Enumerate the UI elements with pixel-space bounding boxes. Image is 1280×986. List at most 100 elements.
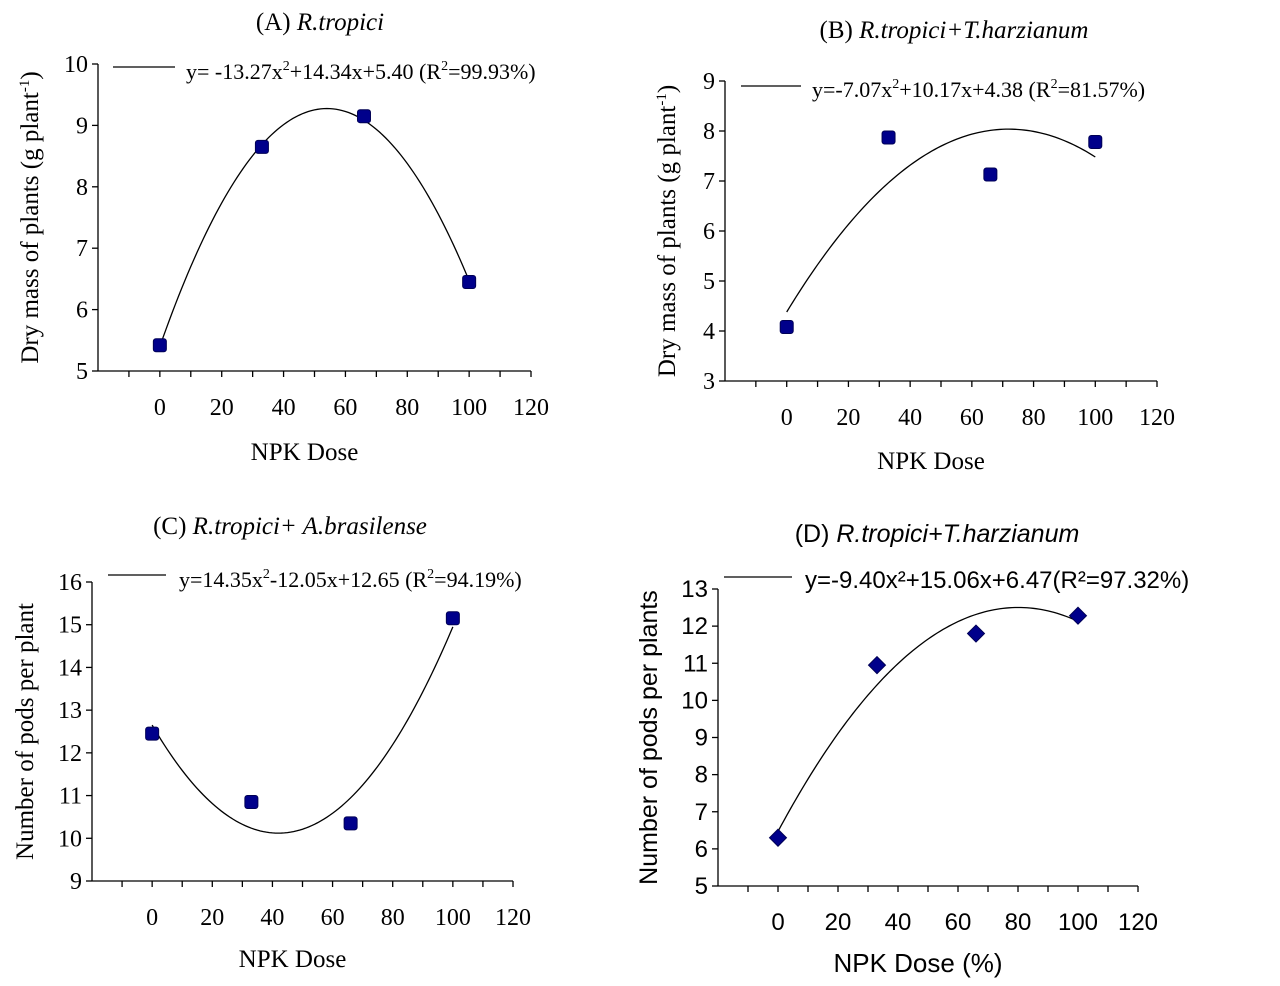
legend-eq-part: y=-9.40x²+15.06x+6.47(R²=97.32%)	[805, 567, 1189, 594]
chart-title-prefix: (C)	[153, 513, 193, 540]
y-axis-title: Dry mass of plants (g plant-1)	[17, 71, 44, 363]
x-tick-label: 0	[154, 395, 166, 421]
y-tick-label: 12	[58, 741, 82, 767]
y-tick-label: 11	[683, 650, 708, 677]
data-point-marker	[1088, 135, 1103, 149]
y-tick-label: 6	[76, 298, 88, 324]
legend-eq-sup: 2	[283, 59, 290, 74]
y-axis-title-text: Dry mass of plants (g plant	[654, 106, 681, 378]
y-axis-title-sup: -1	[17, 80, 33, 93]
legend-eq-part: -12.05x+12.65 (R	[270, 567, 428, 592]
y-tick-label: 9	[703, 69, 715, 95]
legend-r2-sup: 2	[441, 59, 448, 74]
y-axis-title-suffix: )	[654, 85, 681, 93]
chart-title: (A) R.tropici	[256, 9, 384, 36]
fit-curve	[159, 107, 470, 347]
y-tick-label: 13	[681, 576, 708, 603]
y-axis-title: Dry mass of plants (g plant-1)	[654, 85, 681, 377]
y-axis-title-suffix: )	[17, 71, 44, 79]
fit-curve	[151, 626, 454, 834]
data-point-marker	[445, 611, 460, 626]
data-point-marker	[966, 624, 986, 643]
y-tick-label: 9	[695, 725, 708, 752]
chart-title: (B) R.tropici+T.harzianum	[820, 17, 1089, 44]
y-tick-label: 6	[695, 836, 708, 863]
legend-r2-sup: 2	[427, 567, 434, 582]
chart-title-species: R.tropici+T.harzianum	[836, 520, 1079, 548]
y-tick-label: 10	[64, 52, 88, 78]
legend-eq-part: y=-7.07x	[812, 77, 892, 102]
x-tick-label: 80	[395, 395, 419, 421]
x-tick-label: 40	[898, 405, 922, 431]
x-tick-label: 0	[771, 909, 784, 936]
y-axis-title-text: Number of pods per plants	[635, 590, 663, 885]
y-tick-label: 7	[703, 169, 715, 195]
y-tick-label: 10	[681, 687, 708, 714]
y-tick-label: 3	[703, 369, 715, 395]
x-tick-label: 120	[495, 905, 531, 931]
legend-eq-part: =99.93%)	[448, 59, 536, 84]
x-tick-label: 0	[781, 405, 793, 431]
data-point-marker	[768, 828, 788, 847]
x-axis-title: NPK Dose	[877, 448, 985, 475]
legend-equation: y=-7.07x2+10.17x+4.38 (R2=81.57%)	[812, 77, 1145, 102]
data-point-marker	[779, 320, 794, 334]
y-tick-label: 7	[695, 799, 708, 826]
chart-title-prefix: (A)	[256, 9, 297, 36]
x-tick-label: 20	[836, 405, 860, 431]
x-tick-label: 60	[960, 405, 984, 431]
chart-panel-c: (C) R.tropici+ A.brasilense 9 10 11 12 13 14 15…	[12, 513, 531, 973]
y-tick-label: 10	[58, 826, 82, 852]
chart-title: (C) R.tropici+ A.brasilense	[153, 513, 427, 540]
x-tick-label: 80	[381, 905, 405, 931]
x-tick-label: 100	[1058, 909, 1098, 936]
legend-eq-sup: 2	[892, 77, 899, 92]
y-tick-label: 7	[76, 236, 88, 262]
data-point-marker	[462, 274, 477, 289]
y-tick-label: 14	[58, 655, 82, 681]
legend-eq-part: +10.17x+4.38 (R	[899, 77, 1051, 102]
x-tick-label: 120	[513, 395, 549, 421]
x-axis-title: NPK Dose	[251, 439, 359, 466]
legend-eq-sup: 2	[263, 567, 270, 582]
y-tick-label: 12	[681, 613, 708, 640]
chart-title-species: R.tropici	[296, 9, 384, 36]
y-tick-label: 6	[703, 219, 715, 245]
legend-r2-sup: 2	[1051, 77, 1058, 92]
x-tick-label: 20	[200, 905, 224, 931]
x-tick-label: 80	[1005, 909, 1032, 936]
x-axis-title: NPK Dose	[239, 946, 347, 973]
y-tick-label: 13	[58, 698, 82, 724]
x-tick-label: 120	[1139, 405, 1175, 431]
y-tick-label: 5	[695, 873, 708, 900]
x-tick-label: 60	[333, 395, 357, 421]
y-tick-label: 5	[76, 359, 88, 385]
chart-title-species: R.tropici+ A.brasilense	[192, 513, 427, 540]
chart-title-prefix: (B)	[820, 17, 860, 44]
legend-eq-part: +14.34x+5.40 (R	[290, 59, 442, 84]
legend-eq-part: =81.57%)	[1058, 77, 1146, 102]
y-axis-title-text: Number of pods per plant	[12, 603, 39, 860]
legend-eq-part: y= -13.27x	[186, 59, 283, 84]
chart-panel-d: (D) R.tropici+T.harzianum 5 6 7 8 9 10 11 12 13 0 2…	[635, 520, 1189, 978]
data-point-marker	[867, 655, 887, 675]
x-tick-label: 100	[435, 905, 471, 931]
data-point-marker	[356, 109, 371, 124]
x-tick-label: 20	[825, 909, 852, 936]
legend-equation: y= -13.27x2+14.34x+5.40 (R2=99.93%)	[186, 59, 536, 84]
y-tick-label: 16	[58, 570, 82, 596]
fit-curve	[777, 606, 1079, 832]
data-point-marker	[244, 794, 259, 809]
x-tick-label: 100	[1077, 405, 1113, 431]
y-tick-label: 8	[76, 175, 88, 201]
y-tick-label: 15	[58, 613, 82, 639]
y-tick-label: 8	[695, 762, 708, 789]
data-point-marker	[145, 726, 160, 741]
data-point-marker	[343, 816, 358, 831]
chart-title: (D) R.tropici+T.harzianum	[795, 520, 1080, 548]
x-axis-title: NPK Dose (%)	[833, 948, 1002, 978]
data-point-marker	[152, 338, 167, 353]
x-tick-label: 60	[321, 905, 345, 931]
